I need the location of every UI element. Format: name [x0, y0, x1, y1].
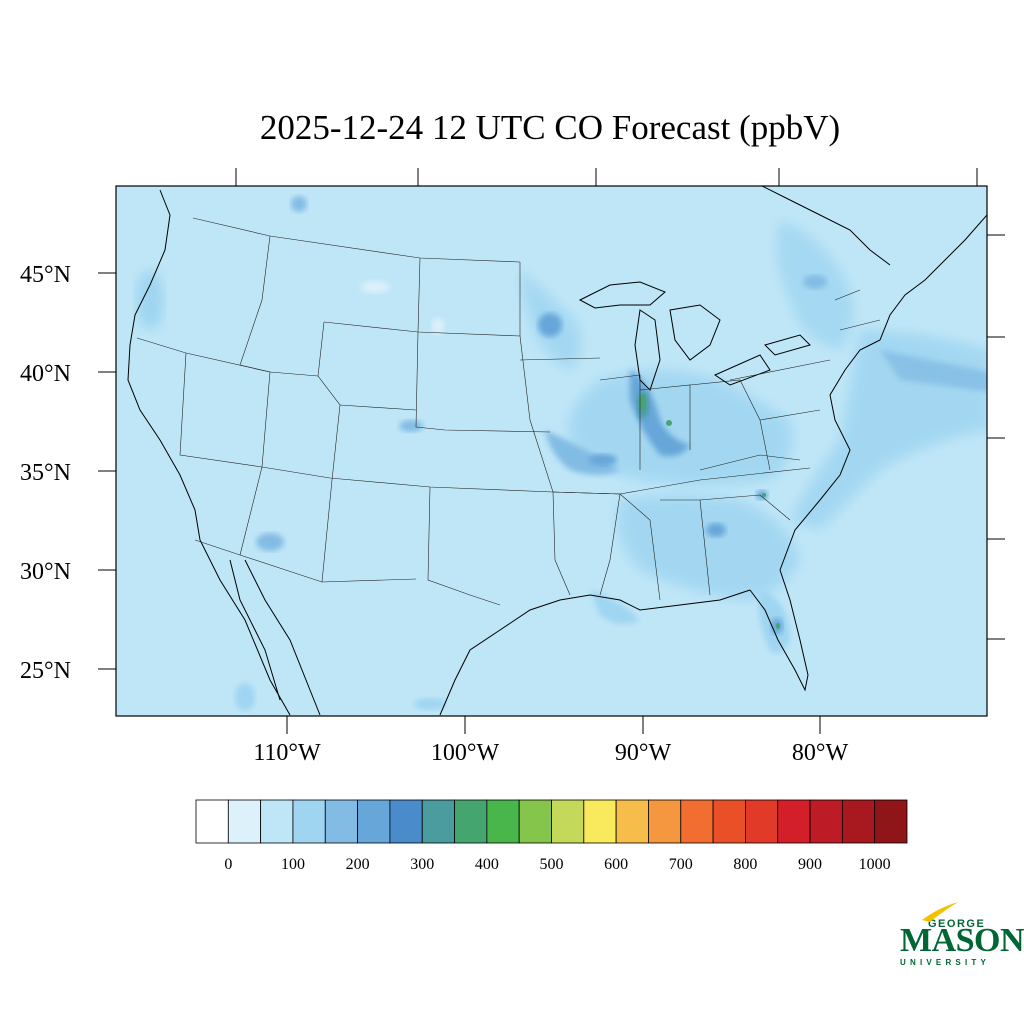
colorbar-swatch [518, 799, 552, 844]
colorbar-swatch [551, 799, 585, 844]
left-tick-marks [98, 272, 116, 670]
lon-label-100w: 100°W [431, 740, 500, 766]
colorbar-tick-label: 600 [604, 856, 628, 873]
colorbar-swatch [486, 799, 520, 844]
colorbar-tick-label: 500 [540, 856, 564, 873]
top-tick-marks [235, 168, 978, 186]
colorbar-tick-label: 800 [733, 856, 757, 873]
colorbar-tick-label: 300 [410, 856, 434, 873]
colorbar-swatch [324, 799, 358, 844]
colorbar-tick-label: 700 [669, 856, 693, 873]
coastline [127, 186, 987, 716]
colorbar-tick-label: 900 [798, 856, 822, 873]
map-frame [115, 185, 988, 717]
colorbar-swatch [292, 799, 326, 844]
logo-university: UNIVERSITY [900, 958, 991, 967]
lat-label-45: 45°N [20, 262, 71, 288]
colorbar-swatch [615, 799, 649, 844]
gmu-logo: GEORGE MASON UNIVERSITY [898, 900, 1024, 970]
logo-george: GEORGE [928, 918, 986, 930]
colorbar-swatch [227, 799, 262, 844]
co-concentration-field [136, 196, 987, 711]
lat-label-35: 35°N [20, 460, 71, 486]
logo-mason: MASON [900, 922, 1024, 959]
right-tick-marks [987, 234, 1005, 640]
lon-label-90w: 90°W [615, 740, 672, 766]
lat-label-40: 40°N [20, 361, 71, 387]
lon-label-80w: 80°W [792, 740, 849, 766]
colorbar-tick-label: 1000 [859, 856, 891, 873]
colorbar-swatch [745, 799, 779, 844]
lat-label-25: 25°N [20, 658, 71, 684]
colorbar-swatch [874, 799, 908, 844]
colorbar-swatch [841, 799, 876, 844]
colorbar-tick-label: 100 [281, 856, 305, 873]
lon-label-110w: 110°W [253, 740, 321, 766]
colorbar [195, 799, 908, 844]
colorbar-swatch [809, 799, 843, 844]
colorbar-swatch [260, 799, 294, 844]
colorbar-swatch [680, 799, 714, 844]
colorbar-swatch [777, 799, 811, 844]
colorbar-swatch [389, 799, 423, 844]
map-title: 2025-12-24 12 UTC CO Forecast (ppbV) [259, 108, 841, 147]
colorbar-swatch [421, 799, 455, 844]
colorbar-tick-label: 200 [346, 856, 370, 873]
state-borders [136, 217, 881, 606]
colorbar-swatch [357, 799, 391, 844]
colorbar-swatch [583, 799, 617, 844]
colorbar-tick-label: 0 [224, 856, 232, 873]
colorbar-labels: 0 100 200 300 400 500 600 700 800 900 1000 [224, 856, 890, 873]
colorbar-swatch [712, 799, 746, 844]
colorbar-swatch [195, 799, 229, 844]
colorbar-swatch [648, 799, 682, 844]
logo-swoosh-icon [922, 902, 958, 922]
bottom-tick-marks [286, 716, 821, 734]
colorbar-swatch [454, 799, 488, 844]
colorbar-tick-label: 400 [475, 856, 499, 873]
lat-label-30: 30°N [20, 559, 71, 585]
